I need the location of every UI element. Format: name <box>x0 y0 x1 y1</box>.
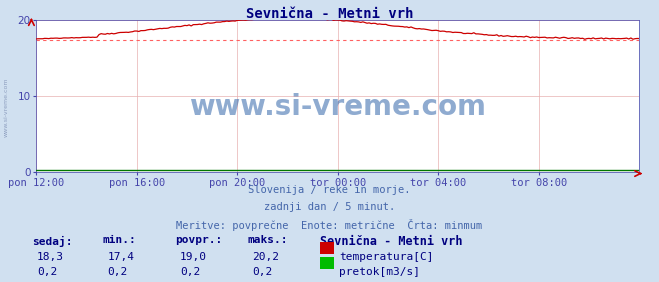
Text: maks.:: maks.: <box>247 235 287 245</box>
Text: 17,4: 17,4 <box>107 252 134 262</box>
Text: min.:: min.: <box>102 235 136 245</box>
Text: Sevnična - Metni vrh: Sevnična - Metni vrh <box>246 7 413 21</box>
Text: www.si-vreme.com: www.si-vreme.com <box>189 92 486 120</box>
Text: 0,2: 0,2 <box>252 267 273 277</box>
Text: 20,2: 20,2 <box>252 252 279 262</box>
Text: Meritve: povprečne  Enote: metrične  Črta: minmum: Meritve: povprečne Enote: metrične Črta:… <box>177 219 482 231</box>
Text: zadnji dan / 5 minut.: zadnji dan / 5 minut. <box>264 202 395 212</box>
Text: Sevnična - Metni vrh: Sevnična - Metni vrh <box>320 235 462 248</box>
Text: Slovenija / reke in morje.: Slovenija / reke in morje. <box>248 185 411 195</box>
Text: 0,2: 0,2 <box>180 267 200 277</box>
Text: sedaj:: sedaj: <box>32 235 72 246</box>
Text: pretok[m3/s]: pretok[m3/s] <box>339 267 420 277</box>
Text: povpr.:: povpr.: <box>175 235 222 245</box>
Text: 0,2: 0,2 <box>37 267 57 277</box>
Text: 18,3: 18,3 <box>37 252 64 262</box>
Text: 0,2: 0,2 <box>107 267 128 277</box>
Text: temperatura[C]: temperatura[C] <box>339 252 434 262</box>
Text: www.si-vreme.com: www.si-vreme.com <box>4 78 9 137</box>
Text: 19,0: 19,0 <box>180 252 207 262</box>
